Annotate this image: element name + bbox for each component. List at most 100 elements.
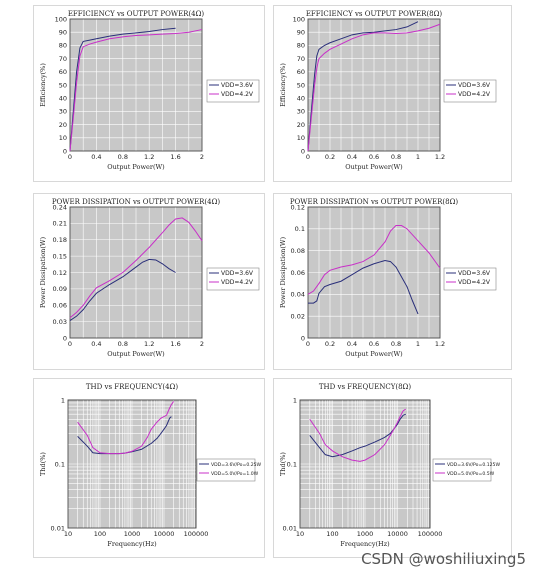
x-tick-label: 1.2	[435, 340, 445, 348]
chart-svg: POWER DISSIPATION vs OUTPUT POWER(4Ω) 0 0.…	[39, 198, 260, 358]
x-axis-label: Frequency(Hz)	[340, 540, 390, 548]
x-tick-label: 1.2	[144, 153, 154, 161]
grid-lines	[67, 400, 196, 529]
y-tick-label: 90	[59, 29, 67, 37]
y-axis-label: Power Dissipation(W)	[279, 236, 287, 308]
series-line-2	[77, 401, 175, 455]
y-axis-label: Efficiency(%)	[39, 63, 47, 107]
chart-title: POWER DISSIPATION vs OUTPUT POWER(4Ω)	[52, 198, 221, 206]
series-line-2	[307, 225, 441, 295]
y-tick-label: 0.04	[291, 291, 305, 299]
x-axis-label: Output Power(W)	[107, 350, 165, 358]
efficiency-8ohm-panel: EFFICIENCY vs OUTPUT POWER(8Ω) 0 0.2 0.4 0.6…	[273, 5, 512, 182]
watermark-text: CSDN @woshiliuxing5	[361, 550, 526, 568]
plot-frame	[299, 399, 431, 529]
legend-label: VDD=5.0V/Po=0.5W	[447, 471, 495, 477]
x-tick-label: 1000	[357, 530, 374, 538]
legend-label: VDD=4.2V	[458, 91, 491, 98]
series-line-1	[308, 259, 419, 315]
x-tick-label: 0.4	[91, 153, 101, 161]
legend-label: VDD=4.2V	[221, 279, 254, 286]
y-tick-label: 0	[63, 334, 67, 342]
legend-label: VDD=3.6V	[221, 82, 254, 89]
y-tick-label: 0.1	[55, 460, 65, 468]
x-tick-label: 10000	[154, 530, 175, 538]
y-tick-label: 0.1	[295, 225, 305, 233]
y-tick-label: 0.24	[53, 203, 67, 211]
x-axis-label: Output Power(W)	[107, 163, 165, 171]
y-tick-label: 0.08	[291, 247, 305, 255]
plot-frame	[69, 206, 203, 339]
legend-label: VDD=3.6V	[221, 270, 254, 277]
y-tick-label: 40	[59, 95, 67, 103]
x-tick-label: 1.2	[435, 153, 445, 161]
chart-svg: THD vs FREQUENCY(4Ω) 10 100 1000 10000 100000…	[39, 383, 262, 548]
legend-box	[432, 458, 492, 482]
x-tick-label: 0	[68, 153, 72, 161]
dissipation-8ohm-panel: POWER DISSIPATION vs OUTPUT POWER(8Ω) 0 0.…	[273, 193, 512, 370]
x-tick-label: 10	[64, 530, 72, 538]
x-axis-label: Output Power(W)	[345, 163, 403, 171]
grid-lines	[299, 400, 430, 529]
x-tick-label: 0.4	[347, 340, 357, 348]
series-line-1	[69, 27, 176, 152]
y-tick-label: 0.18	[53, 236, 67, 244]
dissipation-4ohm-panel: POWER DISSIPATION vs OUTPUT POWER(4Ω) 0 0.…	[33, 193, 265, 370]
x-tick-label: 0	[306, 340, 310, 348]
y-tick-label: 80	[297, 42, 305, 50]
y-tick-label: 0.01	[283, 524, 297, 532]
y-tick-label: 60	[297, 68, 305, 76]
legend-label: VDD=3.6V/Po=0.25W	[211, 462, 262, 468]
x-tick-label: 0.2	[325, 340, 335, 348]
y-tick-label: 0.06	[53, 302, 67, 310]
x-tick-label: 100	[94, 530, 106, 538]
legend-box	[196, 458, 256, 482]
y-axis-label: Power Dissipation(W)	[39, 236, 47, 308]
x-tick-label: 1000	[124, 530, 141, 538]
legend-label: VDD=3.6V	[458, 270, 491, 277]
x-tick-label: 100000	[184, 530, 209, 538]
legend-label: VDD=3.6V/Po=0.125W	[447, 462, 500, 468]
plot-frame	[69, 18, 203, 152]
y-tick-label: 10	[297, 134, 305, 142]
y-tick-label: 0.12	[291, 203, 305, 211]
x-tick-label: 0.8	[391, 153, 401, 161]
thd-8ohm-panel: THD vs FREQUENCY(8Ω) 10 100 1000 10000 100000…	[273, 378, 512, 558]
x-tick-label: 0	[306, 153, 310, 161]
x-tick-label: 10	[296, 530, 304, 538]
chart-svg: THD vs FREQUENCY(8Ω) 10 100 1000 10000 100000…	[279, 383, 500, 548]
x-tick-label: 0.4	[91, 340, 101, 348]
series-line-1	[77, 416, 172, 455]
y-tick-label: 30	[59, 108, 67, 116]
legend-label: VDD=4.2V	[458, 279, 491, 286]
y-tick-label: 100	[293, 15, 305, 23]
legend-box	[443, 267, 497, 291]
x-tick-label: 1	[416, 153, 420, 161]
x-tick-label: 0.8	[118, 340, 128, 348]
y-tick-label: 1	[293, 396, 297, 404]
y-tick-label: 0.09	[53, 285, 67, 293]
x-axis-label: Frequency(Hz)	[107, 540, 157, 548]
x-tick-label: 0.8	[391, 340, 401, 348]
x-tick-label: 0	[68, 340, 72, 348]
x-tick-label: 0.6	[369, 340, 379, 348]
y-tick-label: 70	[59, 55, 67, 63]
x-tick-label: 10000	[387, 530, 408, 538]
y-tick-label: 1	[61, 396, 65, 404]
y-tick-label: 90	[297, 29, 305, 37]
y-tick-label: 100	[55, 15, 67, 23]
y-tick-label: 0	[301, 334, 305, 342]
plot-frame	[307, 206, 441, 339]
x-tick-label: 100	[326, 530, 338, 538]
x-tick-label: 1	[416, 340, 420, 348]
y-axis-label: Efficiency(%)	[279, 63, 287, 107]
chart-title: THD vs FREQUENCY(8Ω)	[319, 383, 411, 391]
y-tick-label: 70	[297, 55, 305, 63]
efficiency-4ohm-panel: EFFICIENCY vs OUTPUT POWER(4Ω) 0 0.4 0.8 1.2…	[33, 5, 265, 182]
series-line-2	[309, 408, 407, 462]
y-tick-label: 0.01	[51, 524, 65, 532]
x-tick-label: 1.6	[170, 340, 180, 348]
legend-label: VDD=5.0V/Po=1.0W	[211, 471, 259, 477]
y-tick-label: 50	[297, 81, 305, 89]
y-tick-label: 0.15	[53, 252, 67, 260]
